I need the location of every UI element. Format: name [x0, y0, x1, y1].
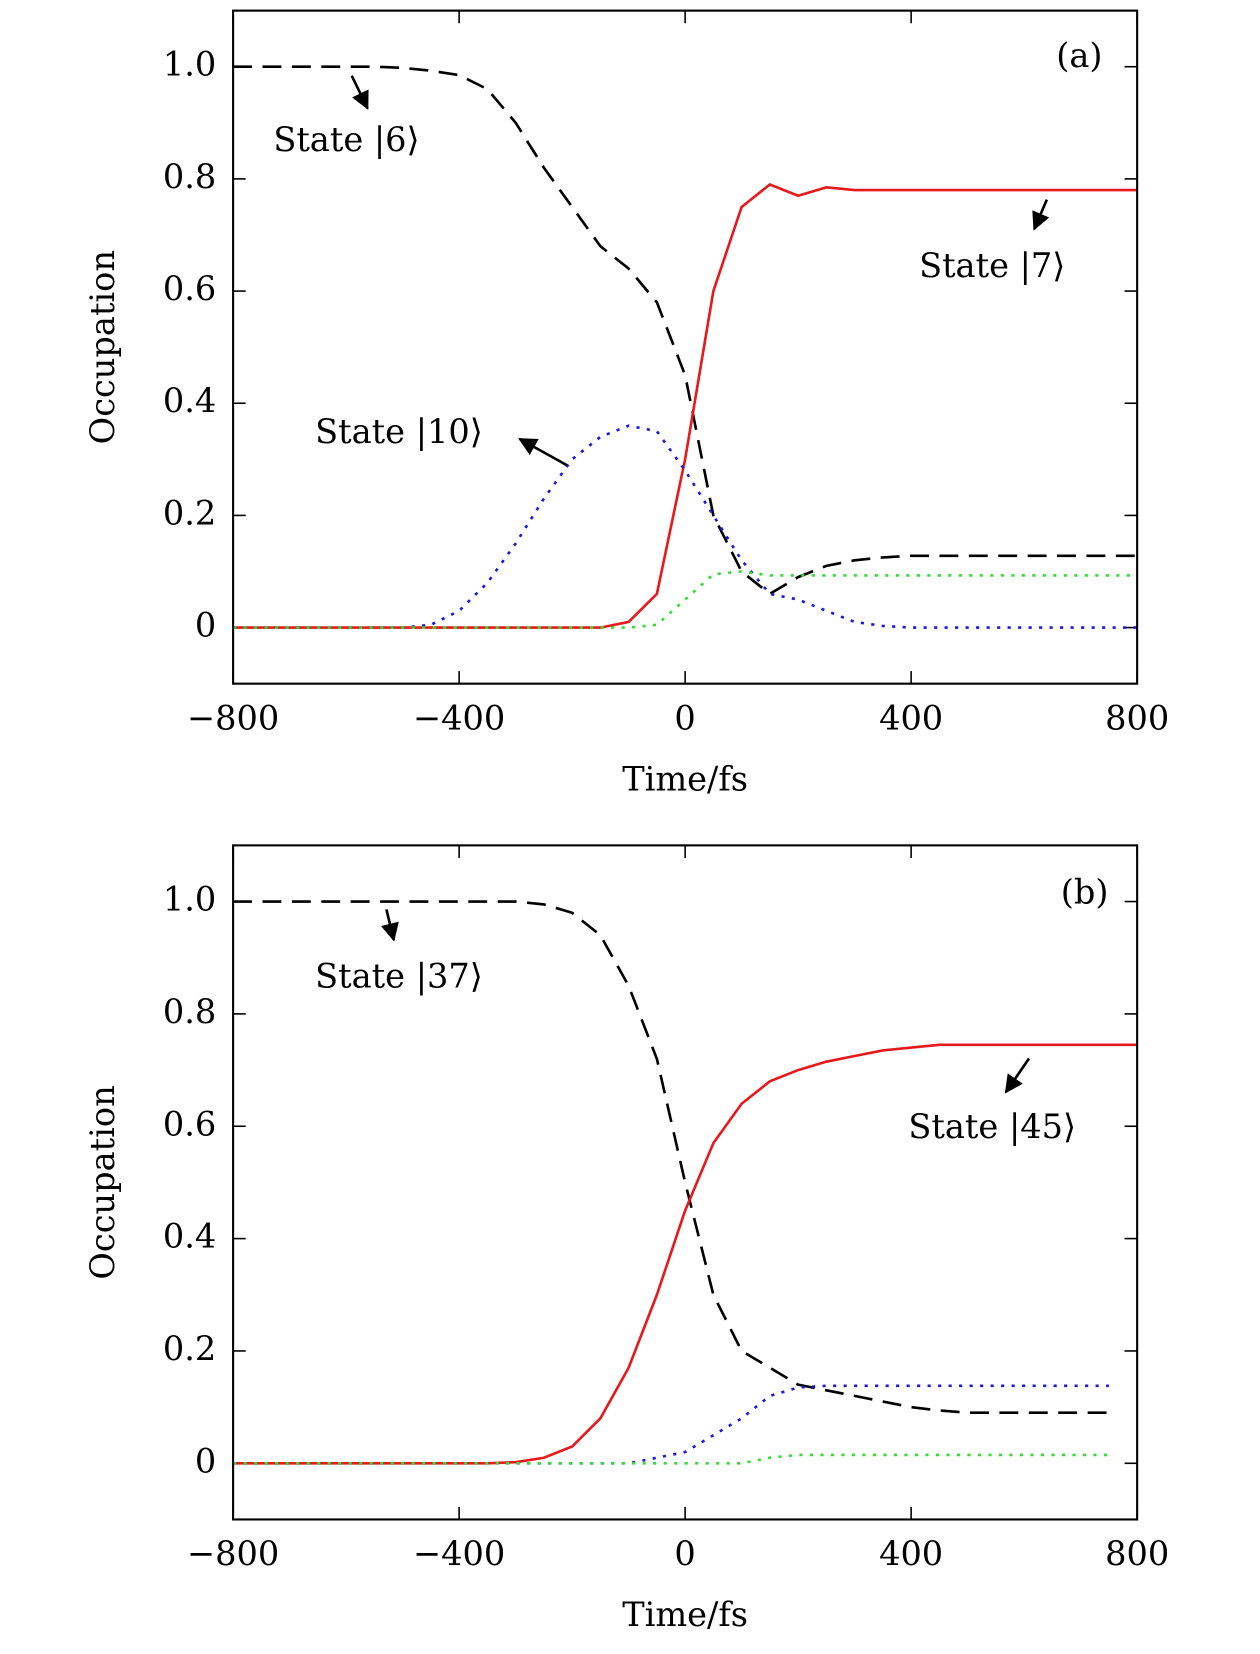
panel-label: (b): [1061, 873, 1109, 912]
y-axis-label: Occupation: [83, 250, 122, 444]
x-tick-label: −800: [187, 1534, 279, 1573]
y-tick-label: 0: [195, 1441, 216, 1480]
y-tick-label: 0.4: [163, 381, 216, 420]
plot-frame: [232, 844, 1139, 1521]
plot-frame: [232, 9, 1139, 685]
y-tick-label: 0.6: [163, 1104, 216, 1143]
x-tick-label: 400: [879, 1534, 943, 1573]
y-tick-label: 0.4: [163, 1217, 216, 1256]
y-tick-label: 1.0: [163, 880, 216, 919]
y-tick-label: 1.0: [163, 45, 216, 84]
y-axis-label: Occupation: [83, 1085, 122, 1279]
annotation-arrow: [1032, 199, 1050, 231]
x-tick-label: 400: [879, 698, 943, 737]
y-tick-label: 0.8: [163, 157, 216, 196]
series-line: [233, 1384, 1109, 1465]
annotation-arrow: [1004, 1057, 1031, 1094]
annotation: State |10⟩: [315, 412, 483, 451]
annotation: State |6⟩: [273, 120, 419, 159]
y-tick-label: 0: [195, 606, 216, 645]
annotation: State |7⟩: [919, 246, 1065, 285]
series-line: [233, 65, 1138, 596]
series-line: [233, 1043, 1138, 1465]
y-tick-label: 0.6: [163, 269, 216, 308]
x-tick-label: 0: [674, 698, 695, 737]
x-tick-label: 0: [674, 1534, 695, 1573]
y-tick-label: 0.2: [163, 1329, 216, 1368]
series-line: [233, 900, 1109, 1415]
annotation: State |45⟩: [908, 1107, 1076, 1146]
x-tick-label: −400: [413, 698, 505, 737]
annotation: State |37⟩: [315, 957, 483, 996]
y-tick-label: 0.2: [163, 493, 216, 532]
series-line: [233, 570, 1138, 629]
x-tick-label: 800: [1105, 698, 1169, 737]
series-line: [233, 183, 1138, 629]
x-tick-label: −400: [413, 1534, 505, 1573]
annotation-arrow: [380, 909, 399, 942]
annotation-arrow: [350, 75, 369, 110]
annotation-arrow: [518, 437, 568, 467]
x-tick-label: 800: [1105, 1534, 1169, 1573]
panel-label: (a): [1056, 36, 1102, 75]
x-tick-label: −800: [187, 698, 279, 737]
x-axis-label: Time/fs: [622, 759, 748, 798]
x-axis-label: Time/fs: [622, 1595, 748, 1634]
y-tick-label: 0.8: [163, 992, 216, 1031]
